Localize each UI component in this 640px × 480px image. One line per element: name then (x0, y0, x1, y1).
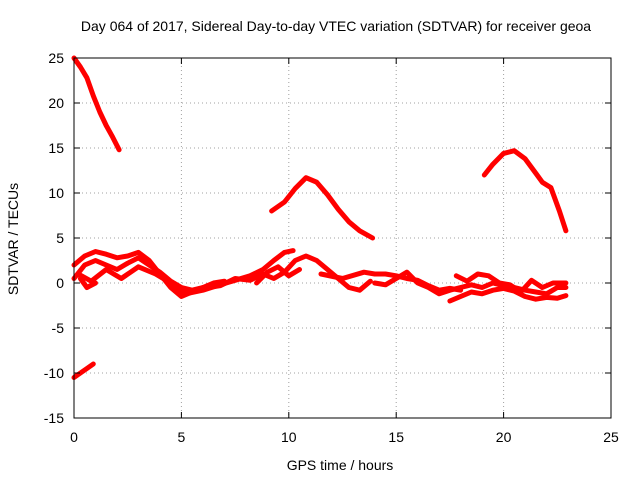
x-tick-label: 20 (496, 429, 512, 445)
series-arc-12 (372, 269, 569, 297)
series-arc-13 (447, 285, 569, 304)
x-tick-label: 5 (178, 429, 186, 445)
y-tick-label: 5 (56, 230, 64, 246)
y-tick-label: -10 (44, 365, 64, 381)
series-arc-9 (200, 253, 373, 293)
y-tick-label: 25 (48, 50, 64, 66)
x-tick-label: 10 (281, 429, 297, 445)
series-arc-3 (269, 175, 376, 241)
series-arc-6 (71, 255, 206, 293)
chart-title: Day 064 of 2017, Sidereal Day-to-day VTE… (81, 18, 591, 34)
y-tick-label: 10 (48, 185, 64, 201)
series-arc-10 (254, 264, 302, 286)
y-tick-label: 0 (56, 275, 64, 291)
series-arc-8 (77, 276, 98, 290)
x-tick-label: 0 (70, 429, 78, 445)
series-arc-4 (481, 148, 569, 234)
series-arc-2 (71, 361, 96, 380)
ticks: 0 5 10 15 20 25 -15 -10 -5 0 5 10 15 20 25 (44, 50, 619, 445)
y-tick-label: -5 (52, 320, 65, 336)
y-axis-title: SDTVAR / TECUs (5, 183, 21, 295)
series-arc-7 (75, 248, 296, 297)
series-layer (71, 55, 569, 380)
series-arc-1 (71, 55, 122, 153)
series-arc-14 (453, 271, 569, 295)
x-axis-title: GPS time / hours (287, 457, 394, 473)
x-tick-label: 25 (603, 429, 619, 445)
y-tick-label: -15 (44, 410, 64, 426)
y-tick-label: 20 (48, 95, 64, 111)
y-tick-label: 15 (48, 140, 64, 156)
grid (74, 58, 611, 418)
x-tick-label: 15 (388, 429, 404, 445)
